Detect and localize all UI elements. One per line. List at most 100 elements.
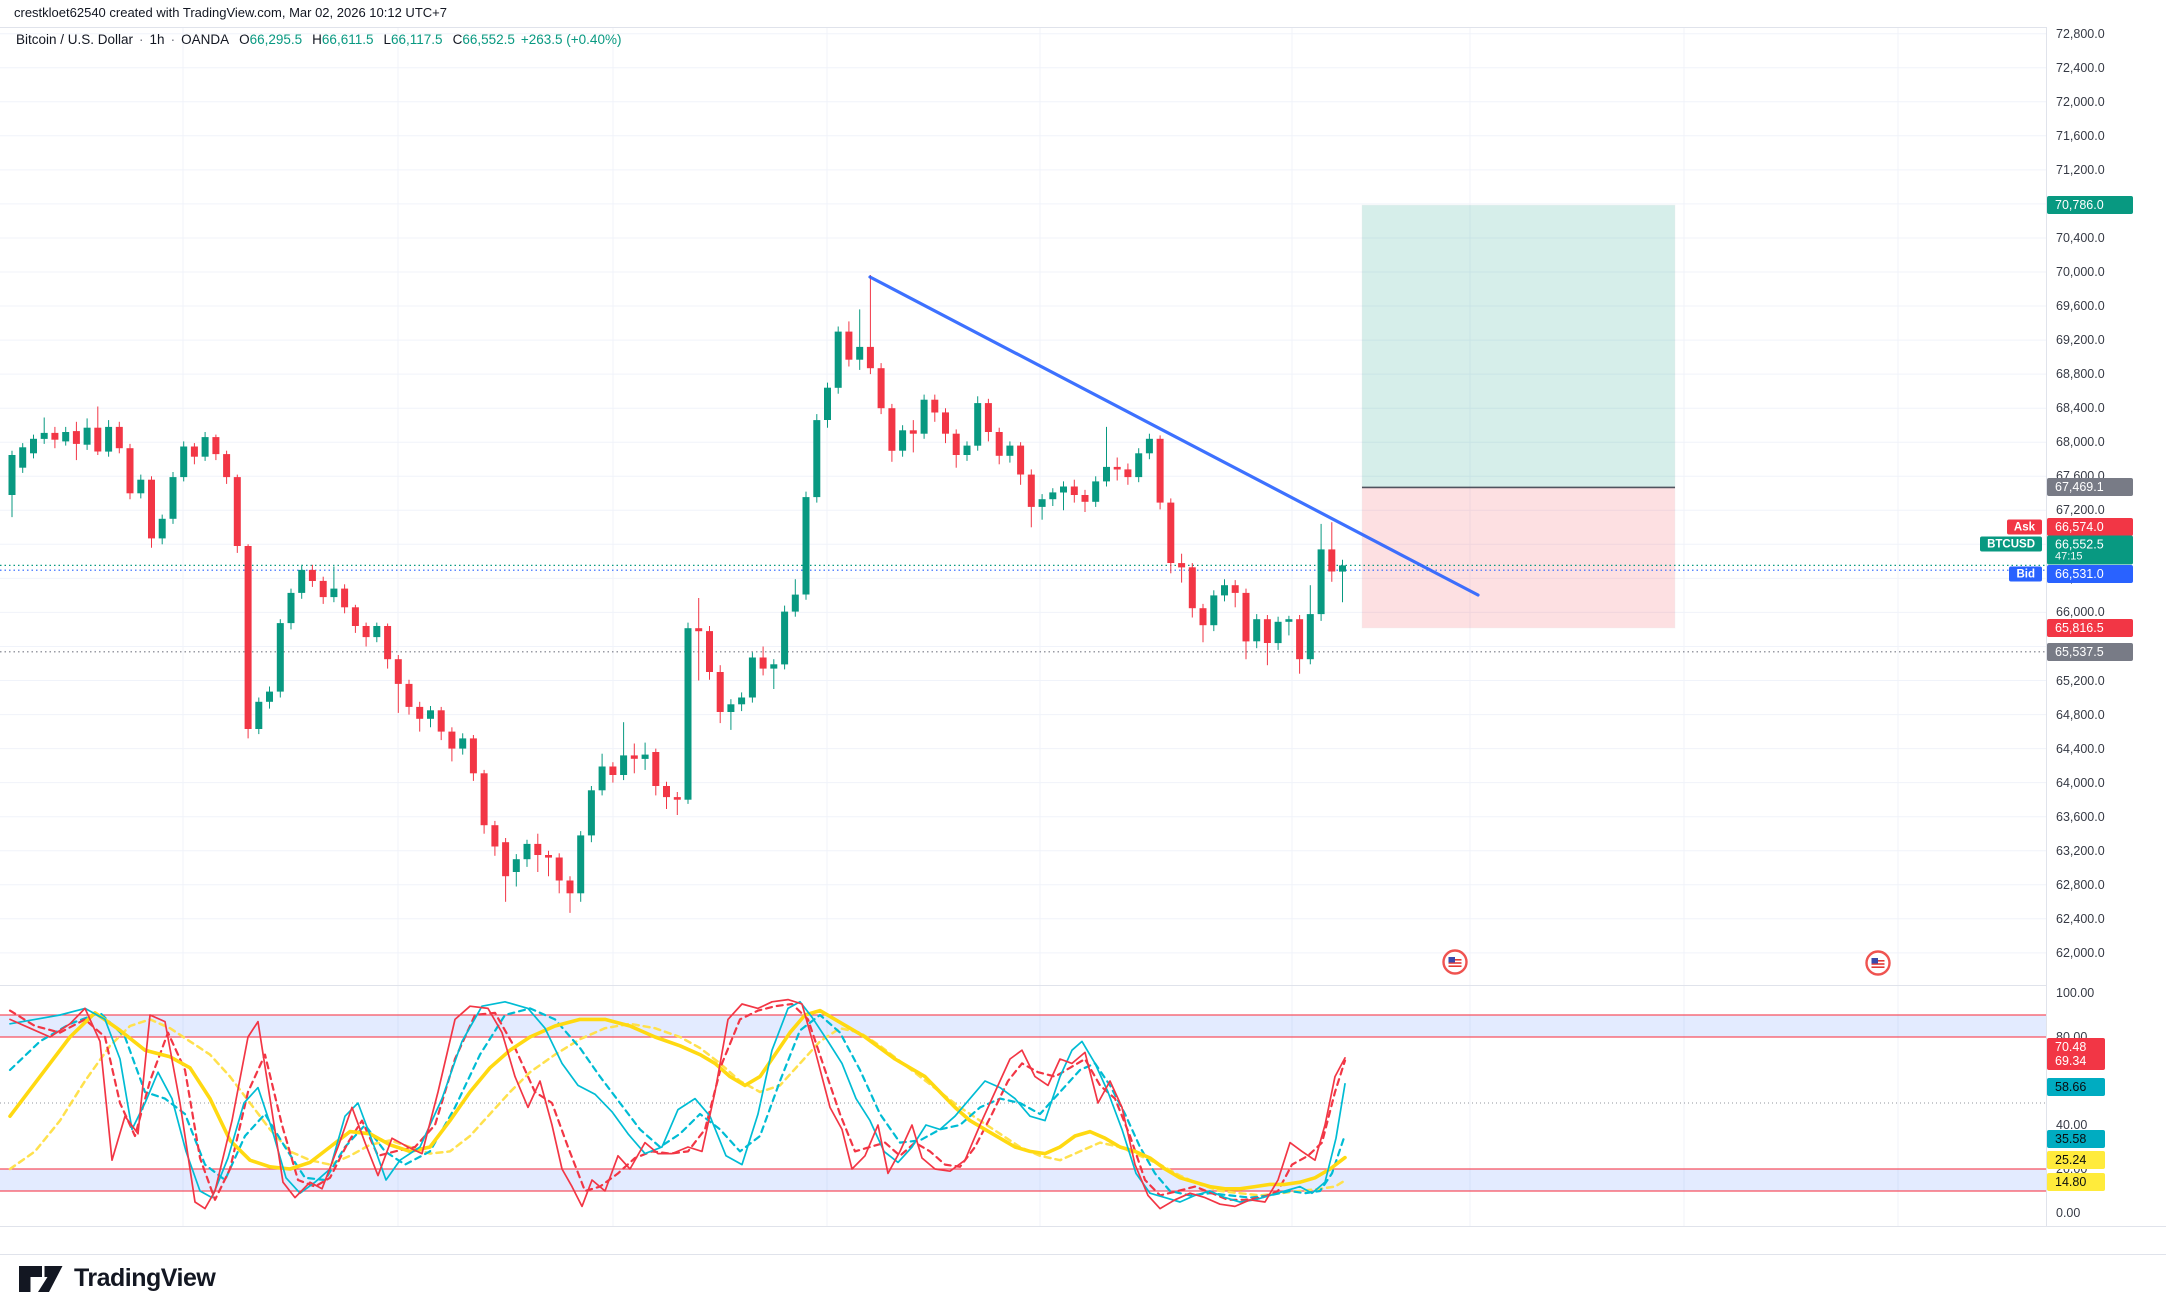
candle[interactable] (373, 622, 381, 643)
candle[interactable] (169, 472, 177, 524)
candle[interactable] (845, 321, 853, 367)
candle[interactable] (148, 476, 155, 548)
candle[interactable] (909, 420, 917, 453)
candle[interactable] (545, 850, 552, 877)
candle[interactable] (598, 753, 606, 796)
candle[interactable] (1027, 469, 1035, 528)
candle[interactable] (620, 722, 628, 781)
candle[interactable] (330, 566, 338, 603)
last-price-label[interactable]: 66,552.5 47:15 (2047, 535, 2133, 565)
candle[interactable] (1285, 615, 1293, 636)
candle[interactable] (180, 441, 188, 482)
candle[interactable] (244, 544, 252, 739)
candle[interactable] (1178, 553, 1186, 583)
candle[interactable] (158, 514, 166, 545)
symbol-legend[interactable]: Bitcoin / U.S. Dollar · 1h · OANDA O66,2… (16, 32, 621, 47)
candle[interactable] (738, 692, 746, 712)
candle[interactable] (888, 403, 896, 462)
candle[interactable] (566, 876, 574, 913)
candle[interactable] (276, 619, 284, 698)
prev-close-label[interactable]: 65,537.5 (2047, 643, 2133, 661)
candle[interactable] (587, 786, 595, 843)
candle[interactable] (984, 398, 992, 442)
candle[interactable] (126, 443, 134, 500)
candle[interactable] (759, 646, 767, 676)
candlestick-series[interactable] (8, 275, 1347, 913)
candle[interactable] (437, 706, 445, 741)
candle[interactable] (319, 576, 327, 604)
candle[interactable] (1049, 488, 1057, 506)
candle[interactable] (534, 833, 542, 872)
candle[interactable] (62, 426, 70, 446)
candle[interactable] (1038, 494, 1046, 520)
candle[interactable] (448, 727, 456, 762)
candle[interactable] (1317, 523, 1325, 621)
legend-interval[interactable]: 1h (149, 32, 165, 47)
candle[interactable] (942, 408, 949, 444)
candle[interactable] (427, 706, 434, 728)
candle[interactable] (341, 584, 349, 614)
bid-price-label[interactable]: 66,531.0 (2047, 565, 2133, 583)
candle[interactable] (8, 450, 16, 518)
candle[interactable] (1221, 579, 1228, 602)
candle[interactable] (51, 426, 59, 449)
candle[interactable] (1242, 588, 1250, 660)
candle[interactable] (641, 742, 649, 770)
candle[interactable] (770, 659, 778, 689)
candle[interactable] (512, 854, 520, 887)
candle[interactable] (30, 434, 37, 459)
candle[interactable] (190, 443, 198, 465)
candle[interactable] (480, 769, 488, 834)
candle[interactable] (1135, 448, 1143, 483)
candle[interactable] (995, 427, 1003, 465)
economic-event-flag-icon[interactable] (1442, 949, 1468, 975)
candle[interactable] (791, 579, 799, 617)
candle[interactable] (1274, 616, 1282, 650)
candle[interactable] (362, 622, 370, 647)
red-dashed-line[interactable] (8, 1002, 1347, 1201)
candle[interactable] (491, 820, 499, 856)
long-position-tool[interactable] (1361, 204, 1676, 629)
candle[interactable] (1113, 457, 1121, 481)
candle[interactable] (1253, 614, 1261, 649)
ask-tag[interactable]: Ask (2006, 519, 2042, 535)
legend-exchange[interactable]: OANDA (181, 32, 230, 47)
candle[interactable] (1060, 481, 1067, 511)
candle[interactable] (1092, 476, 1100, 507)
candle[interactable] (781, 605, 789, 670)
candle[interactable] (1167, 498, 1175, 574)
candle[interactable] (298, 564, 306, 599)
candle[interactable] (899, 425, 907, 457)
candle[interactable] (609, 762, 617, 783)
candle[interactable] (695, 598, 703, 681)
yellow-solid-line[interactable] (8, 1008, 1347, 1191)
candle[interactable] (1070, 479, 1078, 503)
candle[interactable] (931, 394, 939, 422)
candle[interactable] (1231, 580, 1239, 608)
candle[interactable] (1296, 615, 1304, 674)
stop-price-label[interactable]: 65,816.5 (2047, 619, 2133, 637)
candle[interactable] (684, 622, 692, 804)
candle[interactable] (1199, 603, 1207, 643)
candle[interactable] (523, 839, 531, 867)
profit-zone[interactable] (1361, 204, 1676, 488)
candle[interactable] (802, 491, 810, 600)
candle[interactable] (115, 421, 123, 454)
candle[interactable] (856, 309, 864, 370)
candle[interactable] (920, 394, 928, 439)
ask-price-label[interactable]: 66,574.0 (2047, 518, 2133, 536)
target-price-label[interactable]: 70,786.0 (2047, 196, 2133, 214)
tradingview-logo[interactable]: TradingView (18, 1264, 216, 1293)
candle[interactable] (706, 626, 713, 680)
candle[interactable] (1124, 463, 1132, 485)
candle[interactable] (652, 748, 660, 796)
candle[interactable] (952, 429, 960, 468)
symbol-tag[interactable]: BTCUSD (1980, 536, 2042, 552)
candle[interactable] (40, 417, 48, 444)
candle[interactable] (1103, 426, 1110, 487)
candle[interactable] (83, 418, 91, 450)
candle[interactable] (555, 853, 563, 894)
candle[interactable] (72, 421, 80, 461)
candle[interactable] (255, 697, 263, 735)
